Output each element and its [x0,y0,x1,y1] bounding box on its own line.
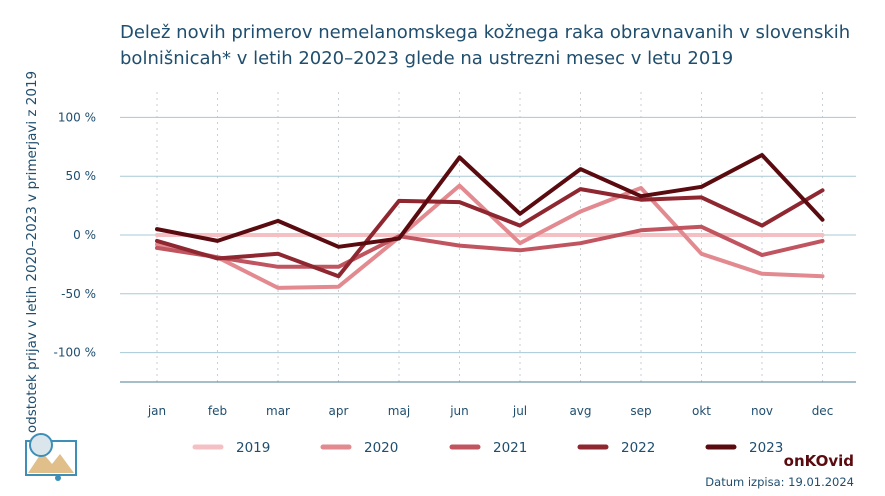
x-tick-label: mar [266,404,290,418]
brand-label: onKOvid [784,452,854,470]
series-line-2021 [155,224,825,269]
y-tick-label: -50 % [61,287,96,301]
x-tick-label: nov [751,404,773,418]
x-tick-label: avg [569,404,591,418]
y-tick-labels: 100 % 50 % 0 % -50 % -100 % [54,110,96,359]
x-tick-labels: jan feb mar apr maj jun jul avg sep okt nov dec [147,404,833,418]
series-line-2023 [155,153,825,249]
x-tick-label: feb [208,404,227,418]
legend-label-2023: 2023 [749,440,783,456]
y-tick-label: 100 % [58,110,96,124]
x-tick-label: jul [512,404,527,418]
y-tick-label: -100 % [54,346,96,360]
legend-label-2021: 2021 [493,440,527,456]
x-tick-label: okt [692,404,711,418]
legend-label-2022: 2022 [621,440,655,456]
series-line-2022 [155,187,825,279]
chart-title-line-2: bolnišnicah* v letih 2020–2023 glede na … [120,48,733,69]
print-date: Datum izpisa: 19.01.2024 [705,475,854,489]
x-tick-label: maj [388,404,410,418]
mountain-map-logo-icon [25,433,77,481]
series-lines [155,153,825,290]
x-tick-label: sep [630,404,651,418]
legend: 2019 2020 2021 2022 2023 [192,440,783,456]
y-axis-label: odstotek prijav v letih 2020–2023 v prim… [24,71,40,433]
x-tick-label: jan [147,404,166,418]
legend-label-2020: 2020 [364,440,398,456]
chart-title-line-1: Delež novih primerov nemelanomskega kožn… [120,22,850,43]
y-tick-label: 50 % [66,169,97,183]
x-tick-label: dec [812,404,834,418]
legend-label-2019: 2019 [236,440,270,456]
x-tick-label: apr [329,404,349,418]
x-tick-label: jun [449,404,469,418]
y-tick-label: 0 % [73,228,96,242]
